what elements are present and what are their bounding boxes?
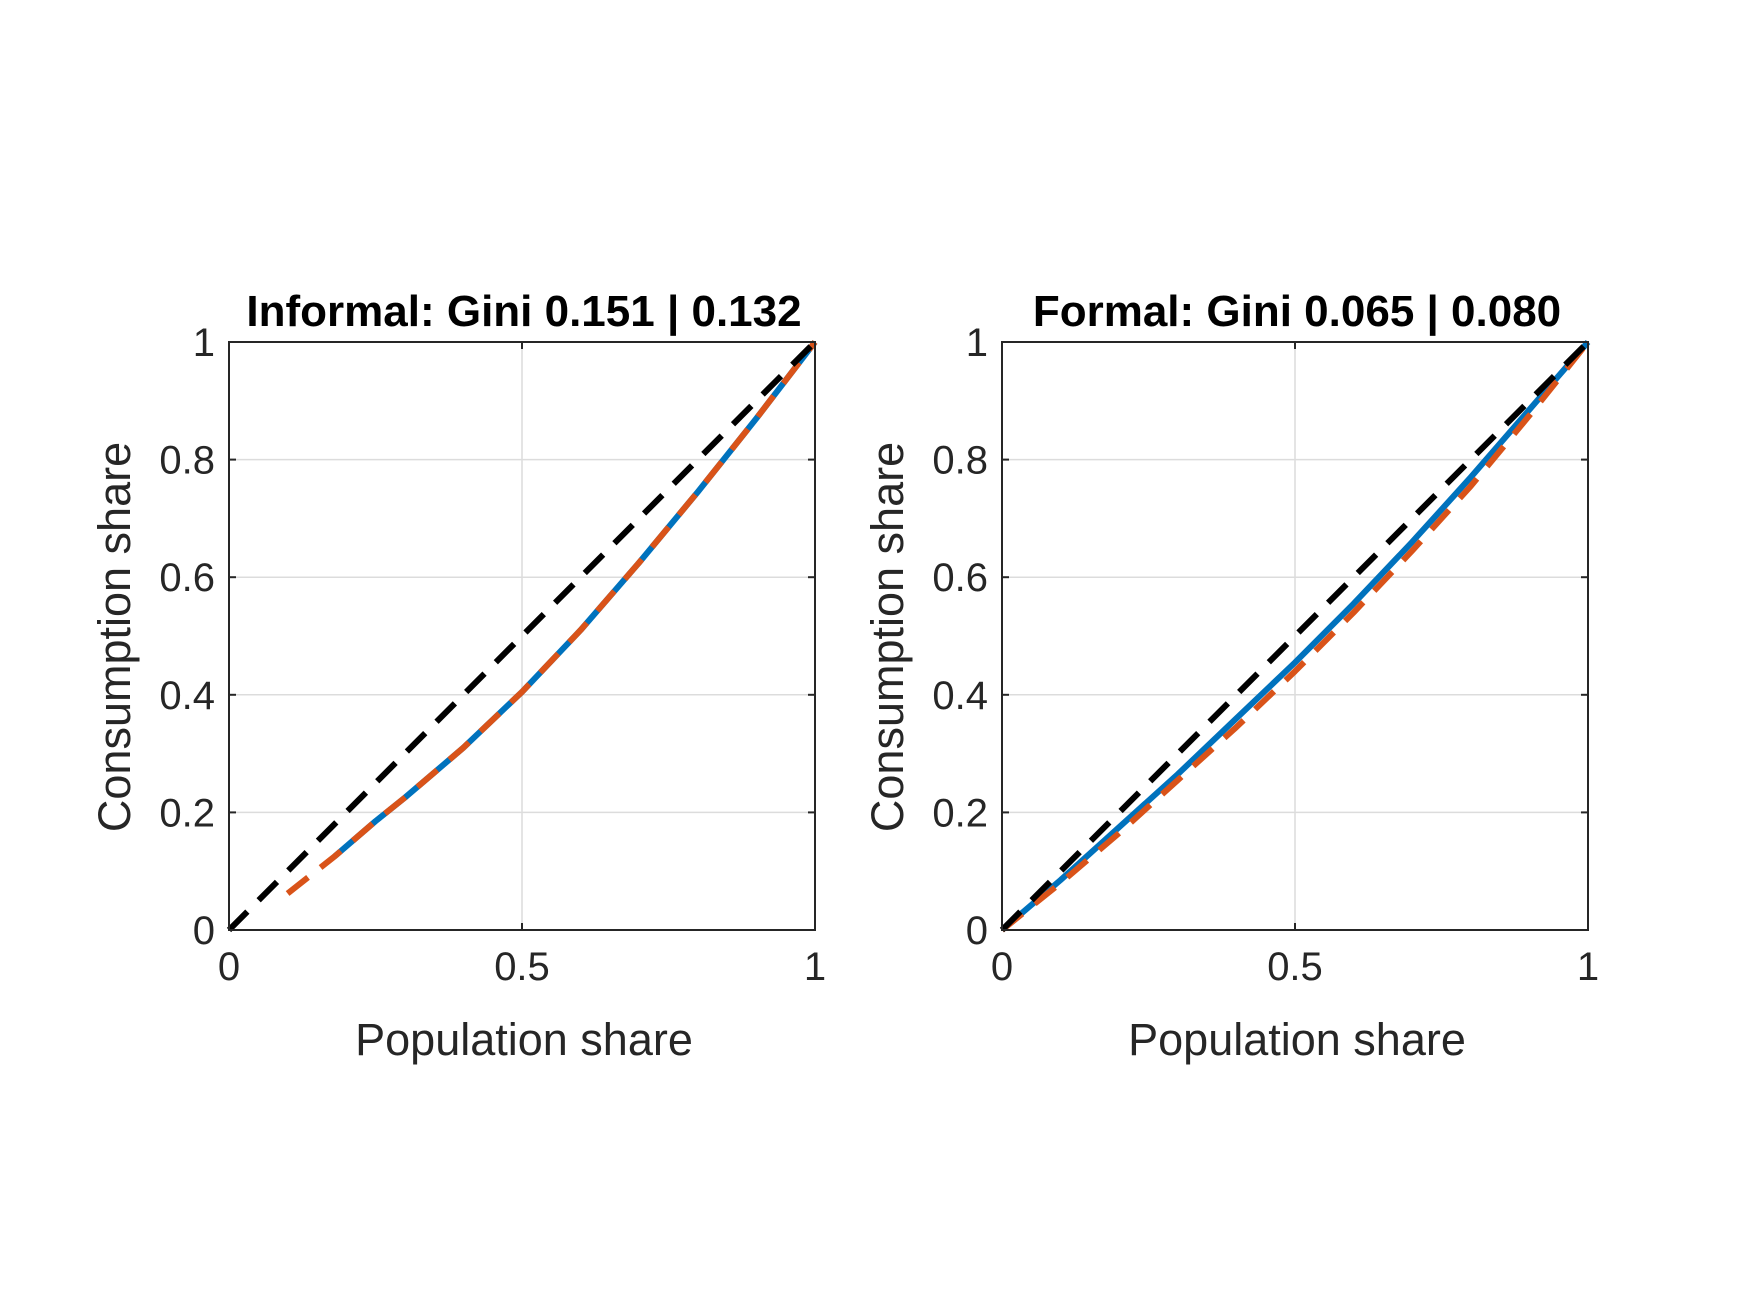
x-tick-label: 0 <box>218 945 240 989</box>
y-axis-label: Consumption share <box>862 442 913 832</box>
x-tick-label: 0.5 <box>494 945 550 989</box>
series-group <box>226 339 818 933</box>
y-tick-label: 0 <box>193 909 215 953</box>
x-tick-label: 1 <box>804 945 826 989</box>
lorenz-curve-dashed <box>1000 340 1591 933</box>
plot-title: Informal: Gini 0.151 | 0.132 <box>246 287 801 337</box>
y-tick-label: 0.4 <box>159 674 215 718</box>
x-tick-label: 0.5 <box>1267 945 1323 989</box>
y-tick-label: 0.6 <box>159 556 215 600</box>
x-axis-label: Population share <box>355 1014 693 1065</box>
equality-line <box>226 339 818 933</box>
y-tick-label: 0.8 <box>932 439 988 483</box>
y-tick-label: 0.6 <box>932 556 988 600</box>
y-axis-label: Consumption share <box>89 442 140 832</box>
x-axis-label: Population share <box>1128 1014 1466 1065</box>
equality-line <box>999 339 1591 933</box>
y-tick-label: 1 <box>193 321 215 365</box>
x-tick-label: 0 <box>991 945 1013 989</box>
plot-title: Formal: Gini 0.065 | 0.080 <box>1033 287 1561 337</box>
x-tick-label: 1 <box>1577 945 1599 989</box>
series-group <box>999 339 1591 933</box>
lorenz-curve-dashed <box>285 340 818 896</box>
plot-formal: Formal: Gini 0.065 | 0.080 Population sh… <box>862 287 1599 1065</box>
y-tick-label: 0 <box>966 909 988 953</box>
y-tick-label: 0.4 <box>932 674 988 718</box>
plot-informal: Informal: Gini 0.151 | 0.132 Population … <box>89 287 826 1065</box>
lorenz-curve-solid <box>1000 340 1591 933</box>
y-tick-label: 0.2 <box>159 791 215 835</box>
y-tick-label: 0.2 <box>932 791 988 835</box>
y-tick-label: 0.8 <box>159 439 215 483</box>
y-tick-label: 1 <box>966 321 988 365</box>
